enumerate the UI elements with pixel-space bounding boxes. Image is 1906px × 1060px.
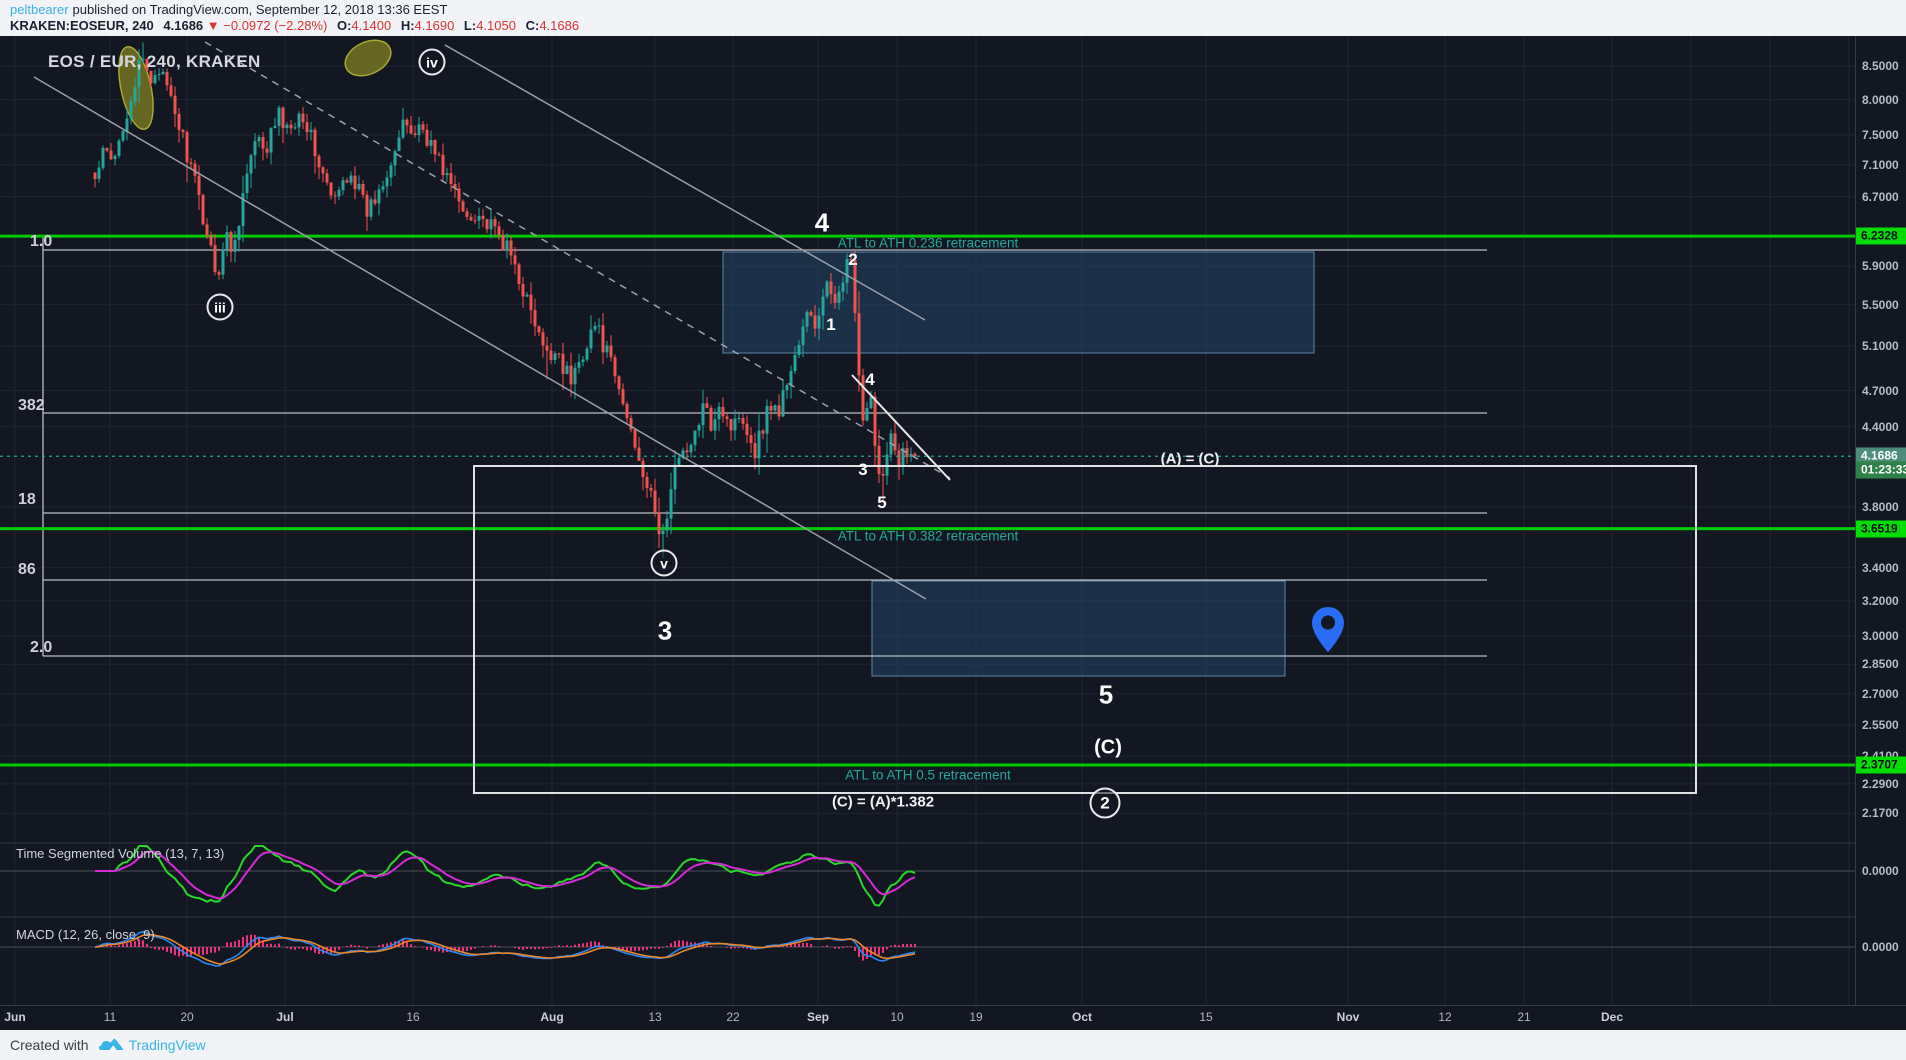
price-tick: 4.4000 (1862, 419, 1899, 434)
price-tick: 3.8000 (1862, 499, 1899, 514)
price-tick: 2.7000 (1862, 686, 1899, 701)
tradingview-logo-icon (98, 1038, 123, 1050)
low-value: 4.1050 (476, 18, 516, 33)
time-tick: 19 (969, 1010, 983, 1024)
time-tick: Dec (1600, 1010, 1624, 1024)
price-level-label: 4.1686 (1856, 447, 1906, 465)
map-pin-icon (1312, 607, 1344, 652)
price-level-label: 2.3707 (1856, 756, 1906, 774)
price-tick: 5.9000 (1862, 259, 1899, 274)
tradingview-link[interactable]: TradingView (128, 1037, 206, 1053)
price-tick: 3.0000 (1862, 629, 1899, 644)
price-level-label: 6.2328 (1856, 227, 1906, 245)
bar-countdown-label: 01:23:33 (1856, 461, 1906, 479)
price-tick: 2.8500 (1862, 657, 1899, 672)
header: peltbearer published on TradingView.com, … (0, 0, 1906, 36)
change-label: ▼ −0.0972 (−2.28%) (206, 18, 328, 33)
published-text: published on TradingView.com, September … (72, 2, 448, 17)
price-tick: 6.7000 (1862, 189, 1899, 204)
price-tick: 4.7000 (1862, 383, 1899, 398)
time-tick: 15 (1199, 1010, 1213, 1024)
time-tick: Sep (806, 1010, 830, 1024)
time-axis[interactable]: Jun 11 20 Jul 16 Aug 13 22 Sep 10 19 Oct 15 Nov 12 21 De… (0, 1005, 1906, 1030)
time-tick: Nov (1336, 1010, 1360, 1024)
time-tick: 22 (726, 1010, 740, 1024)
close-value: 4.1686 (539, 18, 580, 33)
close-key: C: (525, 18, 540, 33)
open-key: O: (336, 18, 352, 33)
time-tick: 20 (180, 1010, 194, 1024)
author-link[interactable]: peltbearer (10, 2, 69, 17)
indicator-zero-tick: 0.0000 (1862, 864, 1899, 878)
price-tick: 2.2900 (1862, 776, 1899, 791)
indicator-zero-tick: 0.0000 (1862, 940, 1899, 954)
price-tick: 5.5000 (1862, 297, 1899, 312)
time-tick: 16 (406, 1010, 420, 1024)
price-axis[interactable]: 8.5000 8.0000 7.5000 7.1000 6.7000 5.9000 5.50… (1855, 36, 1906, 1030)
time-tick: Oct (1071, 1010, 1093, 1024)
price-tick: 7.5000 (1862, 127, 1899, 142)
time-tick: 21 (1517, 1010, 1531, 1024)
price-tick: 3.4000 (1862, 560, 1899, 575)
price-tick: 3.2000 (1862, 593, 1899, 608)
time-tick: Aug (540, 1010, 564, 1024)
footer: Created with TradingView (0, 1030, 1906, 1060)
time-tick: Jun (4, 1010, 26, 1024)
symbol-label: KRAKEN:EOSEUR, 240 (10, 18, 154, 33)
last-price: 4.1686 (163, 18, 204, 33)
high-key: H: (400, 18, 415, 33)
time-tick: 10 (890, 1010, 904, 1024)
open-value: 4.1400 (351, 18, 392, 33)
time-tick: 11 (103, 1010, 117, 1024)
time-tick: 13 (648, 1010, 662, 1024)
created-with-text: Created with (10, 1037, 89, 1053)
price-tick: 2.5500 (1862, 718, 1899, 733)
time-tick: 12 (1438, 1010, 1452, 1024)
high-value: 4.1690 (414, 18, 455, 33)
price-tick: 8.5000 (1862, 59, 1899, 74)
price-level-label: 3.6519 (1856, 520, 1906, 538)
time-tick: Jul (276, 1010, 294, 1024)
price-tick: 5.1000 (1862, 338, 1899, 353)
price-tick: 8.0000 (1862, 92, 1899, 107)
low-key: L: (463, 18, 477, 33)
price-tick: 2.1700 (1862, 806, 1899, 821)
price-tick: 7.1000 (1862, 157, 1899, 172)
